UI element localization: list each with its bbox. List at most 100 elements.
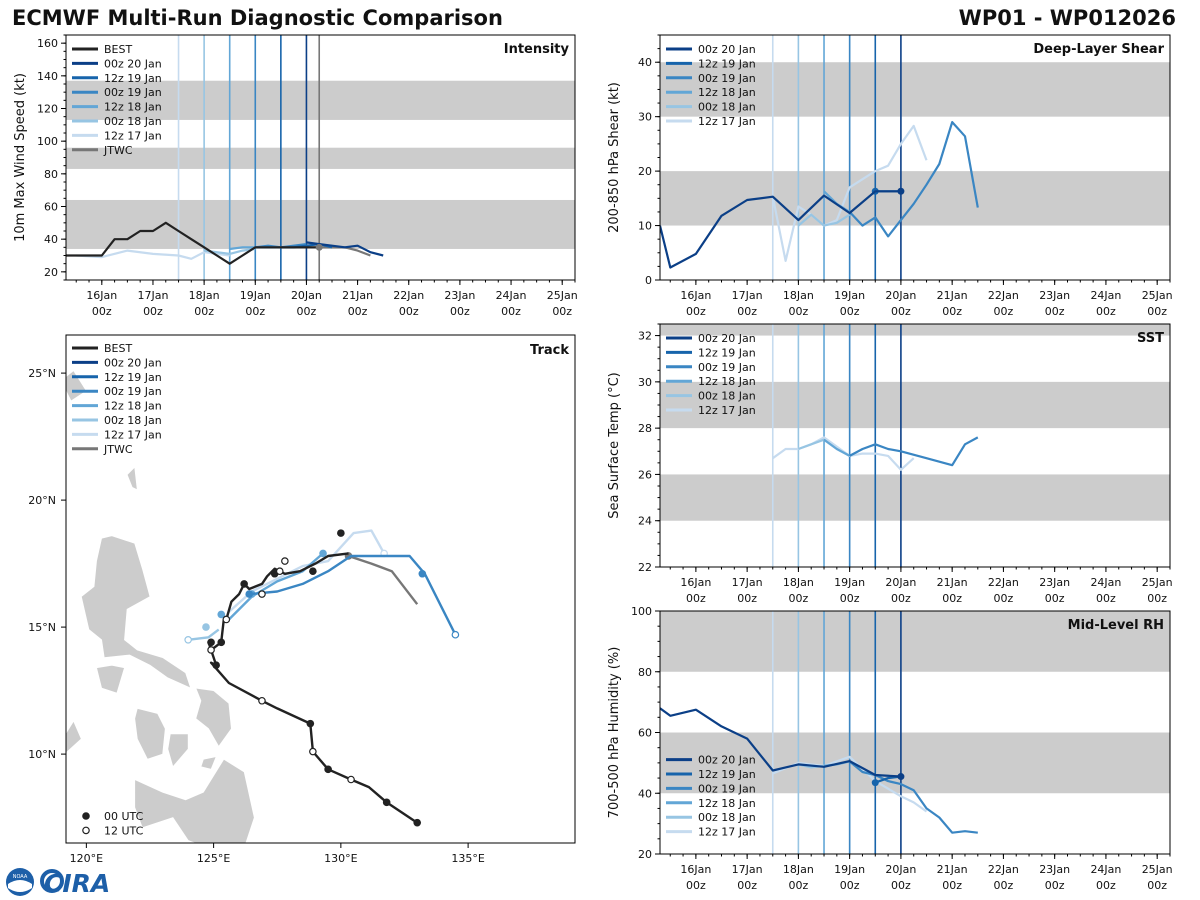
land-mass xyxy=(195,687,232,748)
legend-label: 12z 17 Jan xyxy=(698,404,756,417)
map-frame xyxy=(65,334,576,844)
threshold-band xyxy=(660,171,1170,226)
lon-tick-label: 125°E xyxy=(197,852,230,865)
x-tick-hour: 00z xyxy=(1045,592,1065,605)
y-tick-label: 160 xyxy=(37,37,58,50)
track-line xyxy=(249,554,457,636)
lon-tick-label: 135°E xyxy=(451,852,484,865)
series-marker xyxy=(897,187,905,195)
track-marker-00utc xyxy=(382,798,391,807)
y-tick-label: 140 xyxy=(37,70,58,83)
x-tick-date: 16Jan xyxy=(680,289,711,302)
land-mass xyxy=(134,707,166,760)
cira-logo: NOAA CIRA xyxy=(6,868,110,898)
panel-shear: 0 10 20 30 40 16Jan 00z 17Jan 00z 18Jan 00z 19Jan 00… xyxy=(607,34,1173,318)
x-tick-date: 21Jan xyxy=(937,576,968,589)
x-tick-hour: 00z xyxy=(1096,305,1116,318)
x-tick-date: 17Jan xyxy=(137,289,168,302)
series-marker xyxy=(897,773,905,781)
track-marker-12utc xyxy=(451,630,460,639)
x-tick-date: 21Jan xyxy=(937,289,968,302)
track-marker-12utc xyxy=(184,635,192,644)
panel-title: Intensity xyxy=(504,42,570,57)
x-tick-hour: 00z xyxy=(143,305,163,318)
x-tick-date: 20Jan xyxy=(885,289,916,302)
track-marker-12utc xyxy=(281,557,289,565)
y-tick-label: 24 xyxy=(638,515,652,528)
track-marker-12utc xyxy=(258,696,266,705)
legend-label: 12z 17 Jan xyxy=(104,428,162,441)
legend-label: 12z 19 Jan xyxy=(698,768,756,781)
legend-label: 12z 17 Jan xyxy=(698,115,756,128)
x-tick-date: 22Jan xyxy=(988,863,1019,876)
x-tick-hour: 00z xyxy=(994,879,1014,892)
legend-label: 12z 18 Jan xyxy=(698,797,756,810)
x-tick-hour: 00z xyxy=(348,305,368,318)
threshold-band xyxy=(66,147,575,169)
threshold-band xyxy=(660,62,1170,117)
x-tick-date: 24Jan xyxy=(1090,289,1121,302)
x-tick-date: 22Jan xyxy=(988,576,1019,589)
track-marker-12utc xyxy=(222,615,231,624)
x-tick-hour: 00z xyxy=(891,305,911,318)
track-marker-00utc xyxy=(413,818,422,827)
y-tick-label: 30 xyxy=(638,111,652,124)
track-line xyxy=(228,529,386,613)
x-tick-date: 20Jan xyxy=(885,863,916,876)
land-mass xyxy=(80,535,192,689)
land-mass xyxy=(134,758,255,843)
x-tick-date: 23Jan xyxy=(444,289,475,302)
x-tick-hour: 00z xyxy=(1096,879,1116,892)
x-tick-date: 24Jan xyxy=(1090,576,1121,589)
x-tick-date: 17Jan xyxy=(732,576,763,589)
y-tick-label: 22 xyxy=(638,561,652,574)
legend-label: 00z 19 Jan xyxy=(698,72,756,85)
legend-label: 00 UTC xyxy=(104,810,144,823)
legend-label: 00z 18 Jan xyxy=(698,390,756,403)
y-axis-label: 700-500 hPa Humidity (%) xyxy=(607,647,622,819)
x-tick-date: 25Jan xyxy=(547,289,578,302)
panel-title: Mid-Level RH xyxy=(1068,618,1164,633)
x-tick-hour: 00z xyxy=(501,305,521,318)
x-tick-date: 16Jan xyxy=(86,289,117,302)
y-tick-label: 80 xyxy=(44,168,58,181)
panel-rh: 20 40 60 80 100 16Jan 00z 17Jan 00z 18Jan 00z 19Jan… xyxy=(607,605,1173,892)
legend-label: 00z 20 Jan xyxy=(698,43,756,56)
track-marker-00utc xyxy=(240,580,248,588)
x-tick-hour: 00z xyxy=(994,592,1014,605)
series-line xyxy=(66,221,320,265)
legend-label: BEST xyxy=(104,342,132,355)
x-tick-date: 23Jan xyxy=(1039,863,1070,876)
plot-area xyxy=(660,324,1170,567)
x-tick-date: 19Jan xyxy=(834,289,865,302)
y-tick-label: 120 xyxy=(37,103,58,116)
y-tick-label: 0 xyxy=(645,274,652,287)
legend-label: 00z 20 Jan xyxy=(104,356,162,369)
x-tick-date: 23Jan xyxy=(1039,576,1070,589)
x-tick-hour: 00z xyxy=(1045,305,1065,318)
track-marker-00utc xyxy=(217,638,226,647)
x-tick-hour: 00z xyxy=(737,305,757,318)
chart-title: ECMWF Multi-Run Diagnostic Comparison xyxy=(12,6,503,30)
panel-intensity: 20 40 60 80 100 120 140 160 16Jan 00z 17Jan 00z 18Ja… xyxy=(13,34,578,318)
lat-tick-label: 15°N xyxy=(28,621,56,634)
x-tick-hour: 00z xyxy=(789,879,809,892)
y-tick-label: 100 xyxy=(37,135,58,148)
x-tick-date: 25Jan xyxy=(1142,863,1173,876)
legend-label: 12z 18 Jan xyxy=(698,86,756,99)
land-mass xyxy=(66,370,87,402)
x-tick-hour: 00z xyxy=(686,879,706,892)
x-tick-hour: 00z xyxy=(994,305,1014,318)
threshold-band xyxy=(66,80,575,120)
legend-label: JTWC xyxy=(103,144,133,157)
x-tick-date: 22Jan xyxy=(393,289,424,302)
cira-label: CIRA xyxy=(44,869,110,898)
track-marker-00utc xyxy=(319,549,327,558)
lat-tick-label: 20°N xyxy=(28,494,56,507)
series-line xyxy=(798,438,825,451)
x-tick-hour: 00z xyxy=(891,592,911,605)
legend-marker-00utc xyxy=(82,812,90,820)
threshold-band xyxy=(660,732,1170,794)
legend-label: 00z 19 Jan xyxy=(104,385,162,398)
